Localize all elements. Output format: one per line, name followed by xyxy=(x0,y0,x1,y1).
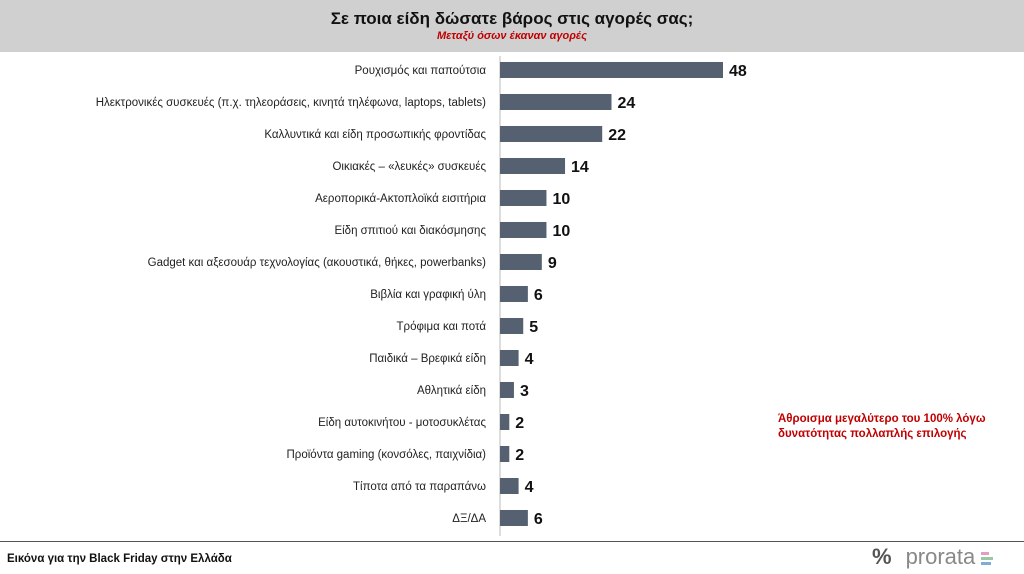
value-label: 3 xyxy=(520,383,529,400)
bar xyxy=(500,478,519,494)
bar xyxy=(500,446,510,462)
value-label: 22 xyxy=(608,127,626,144)
bar xyxy=(500,94,612,110)
bar xyxy=(500,254,542,270)
category-label: Προϊόντα gaming (κονσόλες, παιχνίδια) xyxy=(287,449,487,461)
value-label: 2 xyxy=(515,415,524,432)
bar xyxy=(500,126,603,142)
chart-subtitle: Μεταξύ όσων έκαναν αγορές xyxy=(436,30,588,42)
value-label: 6 xyxy=(534,511,543,528)
category-label: Είδη σπιτιού και διακόσμησης xyxy=(334,225,486,237)
value-label: 9 xyxy=(548,255,557,272)
value-label: 4 xyxy=(525,479,534,496)
footer-divider xyxy=(0,541,1024,542)
prorata-logo: % prorata xyxy=(872,544,994,570)
note-line-1: Άθροισμα μεγαλύτερο του 100% λόγω xyxy=(778,413,986,425)
bar xyxy=(500,510,528,526)
value-label: 24 xyxy=(618,95,636,112)
value-label: 14 xyxy=(571,159,589,176)
category-label: Ρουχισμός και παπούτσια xyxy=(355,65,487,77)
category-label: Τρόφιμα και ποτά xyxy=(397,321,487,333)
bar xyxy=(500,222,547,238)
category-label: Ηλεκτρονικές συσκευές (π.χ. τηλεοράσεις,… xyxy=(96,97,486,109)
category-label: Οικιακές – «λευκές» συσκευές xyxy=(332,161,486,173)
bar xyxy=(500,350,519,366)
chart-title: Σε ποια είδη δώσατε βάρος στις αγορές σα… xyxy=(330,9,694,28)
note-line-2: δυνατότητας πολλαπλής επιλογής xyxy=(778,428,967,440)
logo-bars-icon xyxy=(981,550,994,567)
multiple-choice-note: Άθροισμα μεγαλύτερο του 100% λόγω δυνατό… xyxy=(778,412,986,442)
category-label: Παιδικά – Βρεφικά είδη xyxy=(369,353,486,365)
value-label: 10 xyxy=(552,191,570,208)
bar xyxy=(500,190,547,206)
category-label: Αεροπορικά-Ακτοπλοϊκά εισιτήρια xyxy=(315,193,486,205)
footer-caption: Εικόνα για την Black Friday στην Ελλάδα xyxy=(7,553,232,565)
bar xyxy=(500,286,528,302)
category-label: Τίποτα από τα παραπάνω xyxy=(353,481,486,493)
value-label: 10 xyxy=(552,223,570,240)
value-label: 4 xyxy=(525,351,534,368)
category-label: ΔΞ/ΔΑ xyxy=(452,513,486,525)
value-label: 2 xyxy=(515,447,524,464)
bar xyxy=(500,414,510,430)
category-label: Gadget και αξεσουάρ τεχνολογίας (ακουστι… xyxy=(148,257,487,269)
bar xyxy=(500,382,514,398)
value-label: 48 xyxy=(729,63,747,80)
bar xyxy=(500,318,524,334)
category-label: Αθλητικά είδη xyxy=(417,385,486,397)
category-label: Βιβλία και γραφική ύλη xyxy=(370,289,486,301)
category-label: Καλλυντικά και είδη προσωπικής φροντίδας xyxy=(264,129,486,141)
value-label: 5 xyxy=(529,319,538,336)
value-label: 6 xyxy=(534,287,543,304)
header: Σε ποια είδη δώσατε βάρος στις αγορές σα… xyxy=(0,0,1024,52)
logo-text: prorata xyxy=(905,544,976,569)
percent-icon: % xyxy=(872,544,892,569)
category-label: Είδη αυτοκινήτου - μοτοσυκλέτας xyxy=(318,417,486,429)
bar xyxy=(500,158,566,174)
bar xyxy=(500,62,723,78)
